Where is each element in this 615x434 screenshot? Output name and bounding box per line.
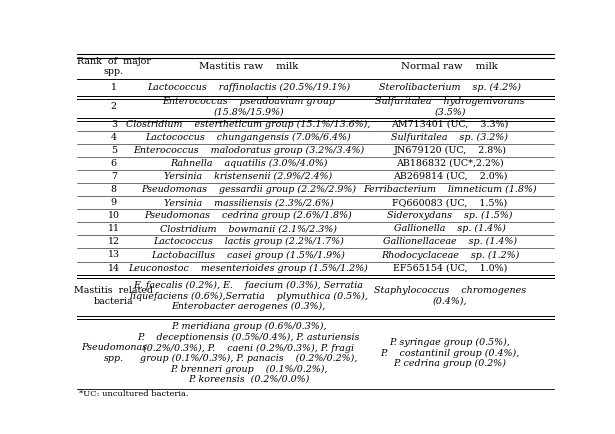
Text: EF565154 (UC,    1.0%): EF565154 (UC, 1.0%) [392,263,507,273]
Text: 13: 13 [108,250,120,260]
Text: Sideroxydans    sp. (1.5%): Sideroxydans sp. (1.5%) [387,211,512,220]
Text: Sulfuritalea    sp. (3.2%): Sulfuritalea sp. (3.2%) [391,133,509,142]
Text: Lactococcus    raffinolactis (20.5%/19.1%): Lactococcus raffinolactis (20.5%/19.1%) [147,83,350,92]
Text: 12: 12 [108,237,120,247]
Text: JN679120 (UC,    2.8%): JN679120 (UC, 2.8%) [394,146,506,155]
Text: 3: 3 [111,120,117,128]
Text: AB186832 (UC*,2.2%): AB186832 (UC*,2.2%) [396,159,504,168]
Text: Clostridium    bowmanii (2.1%/2.3%): Clostridium bowmanii (2.1%/2.3%) [160,224,337,233]
Text: 5: 5 [111,146,117,155]
Text: Gallionellaceae    sp. (1.4%): Gallionellaceae sp. (1.4%) [383,237,517,247]
Text: Pseudomonas
spp.: Pseudomonas spp. [81,343,147,363]
Text: 8: 8 [111,185,117,194]
Text: 10: 10 [108,211,120,220]
Text: E. faecalis (0.2%), E.    faecium (0.3%), Serratia
liquefaciens (0.6%),Serratia : E. faecalis (0.2%), E. faecium (0.3%), S… [130,281,367,311]
Text: Normal raw    milk: Normal raw milk [402,62,498,71]
Text: Enterococcus    malodoratus group (3.2%/3.4%): Enterococcus malodoratus group (3.2%/3.4… [133,146,364,155]
Text: Rhodocyclaceae    sp. (1.2%): Rhodocyclaceae sp. (1.2%) [381,250,519,260]
Text: AB269814 (UC,    2.0%): AB269814 (UC, 2.0%) [392,172,507,181]
Text: Pseudomonas    cedrina group (2.6%/1.8%): Pseudomonas cedrina group (2.6%/1.8%) [145,211,352,220]
Text: Sulfuritalea    hydrogenivorans
(3.5%): Sulfuritalea hydrogenivorans (3.5%) [375,97,525,116]
Text: Lactococcus    chungangensis (7.0%/6.4%): Lactococcus chungangensis (7.0%/6.4%) [146,133,351,142]
Text: 9: 9 [111,198,117,207]
Text: 6: 6 [111,159,117,168]
Text: Sterolibacterium    sp. (4.2%): Sterolibacterium sp. (4.2%) [379,83,521,92]
Text: Mastitis raw    milk: Mastitis raw milk [199,62,298,71]
Text: Ferribacterium    limneticum (1.8%): Ferribacterium limneticum (1.8%) [363,185,537,194]
Text: 7: 7 [111,172,117,181]
Text: P. syringae group (0.5%),
P.    costantinil group (0.4%),
P. cedrina group (0.2%: P. syringae group (0.5%), P. costantinil… [380,338,520,368]
Text: Lactobacillus    casei group (1.5%/1.9%): Lactobacillus casei group (1.5%/1.9%) [151,250,346,260]
Text: AM713401 (UC,    3.3%): AM713401 (UC, 3.3%) [391,120,509,128]
Text: FQ660083 (UC,    1.5%): FQ660083 (UC, 1.5%) [392,198,507,207]
Text: 2: 2 [111,102,117,111]
Text: Rahnella    aquatilis (3.0%/4.0%): Rahnella aquatilis (3.0%/4.0%) [170,159,327,168]
Text: Lactococcus    lactis group (2.2%/1.7%): Lactococcus lactis group (2.2%/1.7%) [153,237,344,247]
Text: 14: 14 [108,263,120,273]
Text: Enterococcus    pseudoavium group
(15.8%/15.9%): Enterococcus pseudoavium group (15.8%/15… [162,97,335,116]
Text: Mastitis  related
bacteria: Mastitis related bacteria [74,286,153,306]
Text: Leuconostoc    mesenterioides group (1.5%/1.2%): Leuconostoc mesenterioides group (1.5%/1… [129,263,368,273]
Text: 4: 4 [111,133,117,141]
Text: 1: 1 [111,83,117,92]
Text: P. meridiana group (0.6%/0.3%),
P.    deceptionensis (0.5%/0.4%), P. asturiensis: P. meridiana group (0.6%/0.3%), P. decep… [137,322,360,384]
Text: Pseudomonas    gessardii group (2.2%/2.9%): Pseudomonas gessardii group (2.2%/2.9%) [141,185,356,194]
Text: Clostridium    estertheticum group (15.1%/13.6%),: Clostridium estertheticum group (15.1%/1… [126,119,371,128]
Text: Yersinia    massiliensis (2.3%/2.6%): Yersinia massiliensis (2.3%/2.6%) [164,198,333,207]
Text: Staphylococcus    chromogenes
(0.4%),: Staphylococcus chromogenes (0.4%), [374,286,526,306]
Text: Gallionella    sp. (1.4%): Gallionella sp. (1.4%) [394,224,506,233]
Text: Yersinia    kristensenii (2.9%/2.4%): Yersinia kristensenii (2.9%/2.4%) [164,172,333,181]
Text: *UC: uncultured bacteria.: *UC: uncultured bacteria. [79,390,189,398]
Text: 11: 11 [108,224,120,233]
Text: Rank  of  major
spp.: Rank of major spp. [77,57,151,76]
